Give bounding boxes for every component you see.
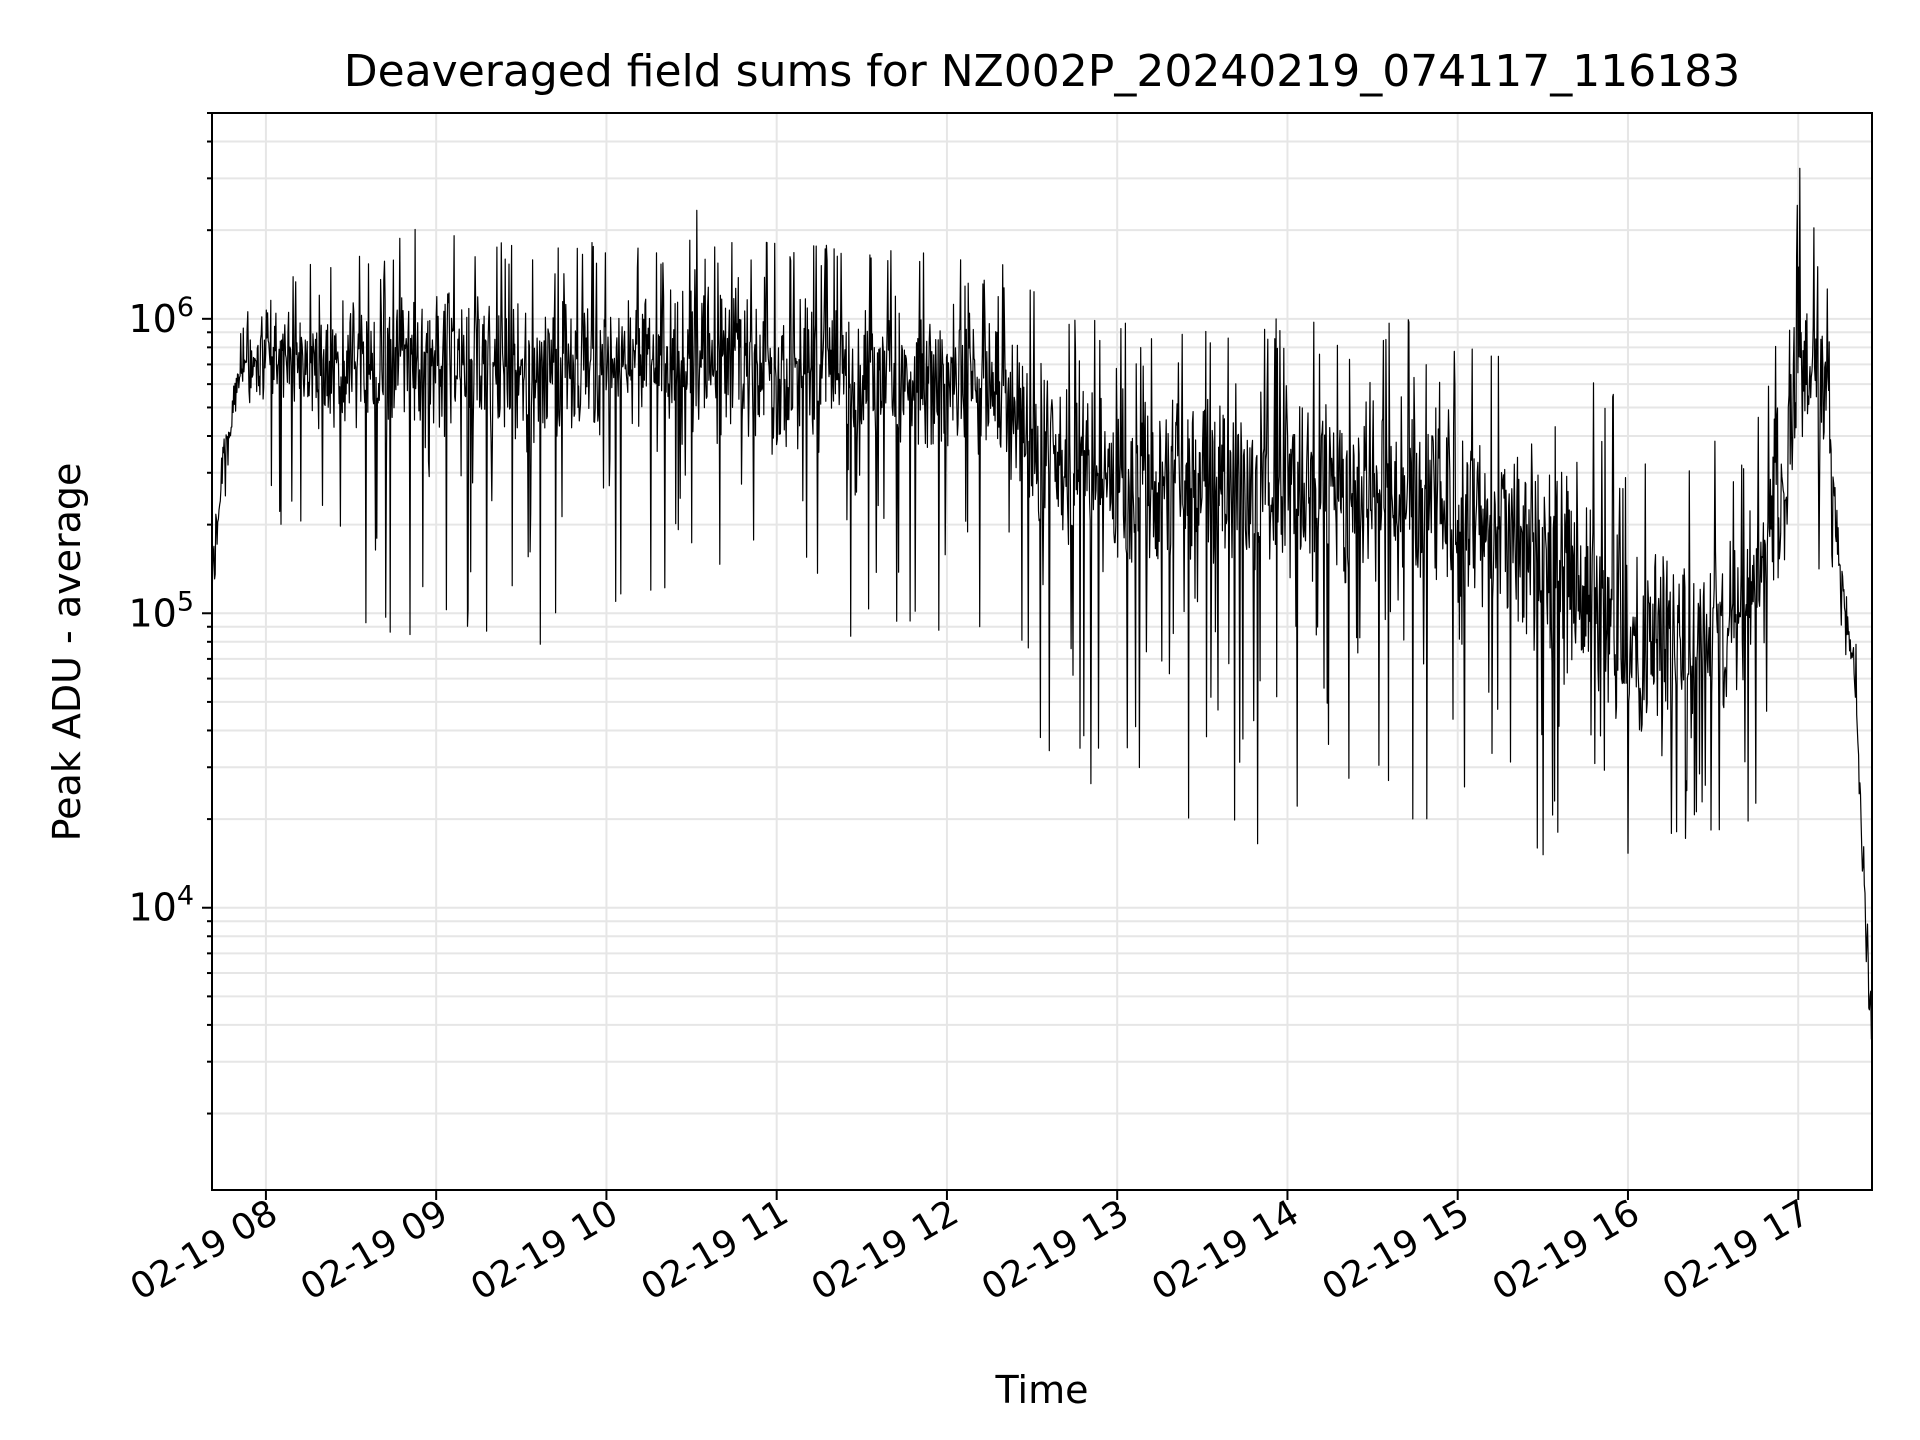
y-axis-label: Peak ADU - average bbox=[45, 463, 89, 842]
chart-title: Deaveraged field sums for NZ002P_2024021… bbox=[344, 46, 1740, 97]
plot-frame bbox=[211, 112, 1873, 1191]
x-axis-label: Time bbox=[995, 1368, 1089, 1412]
data-layer bbox=[211, 167, 1873, 1040]
y-tick-label: 104 bbox=[128, 881, 194, 930]
y-tick-label: 105 bbox=[128, 586, 194, 635]
series-line bbox=[211, 167, 1873, 1040]
y-tick-label: 106 bbox=[128, 292, 194, 341]
